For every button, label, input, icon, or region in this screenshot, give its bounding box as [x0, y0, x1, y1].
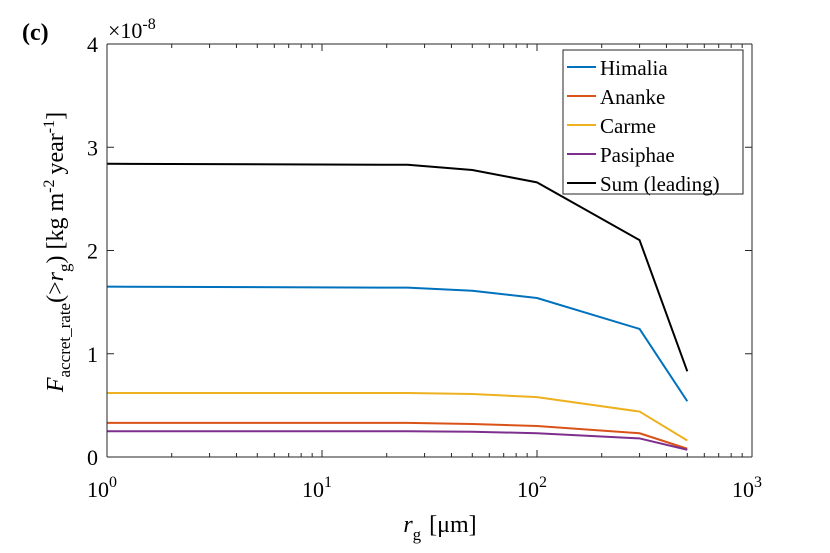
x-tick-label: 100 — [87, 474, 117, 502]
y-label-arg-sub: g — [55, 263, 74, 272]
y-label-arg-open: (> — [43, 281, 69, 303]
y-label-unit-c: ] — [43, 112, 69, 120]
y-tick-label: 1 — [87, 342, 98, 367]
ticks: 0 1 2 3 4 100 101 102 103 — [87, 32, 762, 502]
panel-label: (c) — [22, 20, 49, 46]
legend: Himalia Ananke Carme Pasiphae Sum (leading) — [562, 49, 744, 196]
series-line-ananke — [107, 421, 688, 450]
y-label-unit-a: [kg m — [43, 193, 69, 250]
y-label-var: F — [43, 377, 69, 393]
y-label-unit-exp-a: -2 — [41, 180, 58, 193]
legend-box — [562, 49, 744, 195]
y-tick-label: 4 — [87, 32, 98, 57]
legend-label-ananke: Ananke — [600, 85, 665, 109]
y-label-arg-close: ) — [43, 256, 69, 264]
x-tick-label: 101 — [302, 474, 332, 502]
x-axis-label-unit: [μm] — [429, 512, 477, 538]
legend-label-sum-leading: Sum (leading) — [600, 172, 720, 196]
x-axis-label-sub: g — [413, 525, 422, 544]
y-label-unit-exp-b: -1 — [41, 120, 58, 133]
legend-label-pasiphae: Pasiphae — [600, 143, 675, 167]
series-line-himalia — [106, 285, 689, 402]
x-tick-label: 102 — [517, 474, 547, 502]
legend-label-carme: Carme — [600, 114, 656, 138]
exponent-label: ×10-8 — [108, 16, 156, 43]
exponent-base: ×10 — [108, 18, 142, 43]
x-tick-label: 103 — [732, 474, 762, 502]
y-label-arg-var: r — [43, 271, 69, 281]
y-tick-label: 3 — [87, 135, 98, 160]
y-label-unit-b: year — [43, 133, 69, 174]
y-tick-label: 2 — [87, 239, 98, 264]
plot-lines — [106, 162, 689, 451]
exponent-power: -8 — [142, 16, 155, 33]
x-axis-label-var: r — [403, 512, 413, 538]
series-line-carme — [107, 391, 688, 442]
x-axis-label: rg [μm] — [403, 512, 476, 544]
y-axis-label: Faccret_rate(>rg) [kg m-2 year-1] — [41, 112, 74, 393]
legend-label-himalia: Himalia — [600, 56, 668, 80]
series-line-sum-leading — [106, 162, 689, 372]
series-line-pasiphae — [107, 430, 688, 451]
y-tick-label: 0 — [87, 445, 98, 470]
y-label-sub: accret_rate — [55, 303, 74, 378]
